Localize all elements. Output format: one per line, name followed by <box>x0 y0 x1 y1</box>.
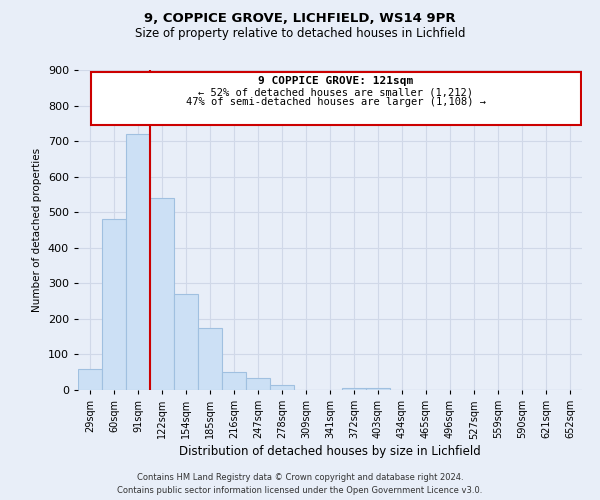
Text: 47% of semi-detached houses are larger (1,108) →: 47% of semi-detached houses are larger (… <box>186 97 486 107</box>
Bar <box>222 372 246 390</box>
Text: 9, COPPICE GROVE, LICHFIELD, WS14 9PR: 9, COPPICE GROVE, LICHFIELD, WS14 9PR <box>144 12 456 26</box>
Y-axis label: Number of detached properties: Number of detached properties <box>32 148 42 312</box>
Bar <box>102 220 126 390</box>
Text: Size of property relative to detached houses in Lichfield: Size of property relative to detached ho… <box>135 28 465 40</box>
Bar <box>342 388 366 390</box>
X-axis label: Distribution of detached houses by size in Lichfield: Distribution of detached houses by size … <box>179 446 481 458</box>
Bar <box>270 384 294 390</box>
Bar <box>78 368 102 390</box>
Text: Contains public sector information licensed under the Open Government Licence v3: Contains public sector information licen… <box>118 486 482 495</box>
Bar <box>366 388 390 390</box>
Bar <box>126 134 150 390</box>
Bar <box>198 328 222 390</box>
Bar <box>174 294 198 390</box>
Bar <box>150 198 174 390</box>
Text: 9 COPPICE GROVE: 121sqm: 9 COPPICE GROVE: 121sqm <box>259 76 413 86</box>
FancyBboxPatch shape <box>91 72 581 125</box>
Text: Contains HM Land Registry data © Crown copyright and database right 2024.: Contains HM Land Registry data © Crown c… <box>137 472 463 482</box>
Text: ← 52% of detached houses are smaller (1,212): ← 52% of detached houses are smaller (1,… <box>199 87 473 97</box>
Bar <box>246 378 270 390</box>
